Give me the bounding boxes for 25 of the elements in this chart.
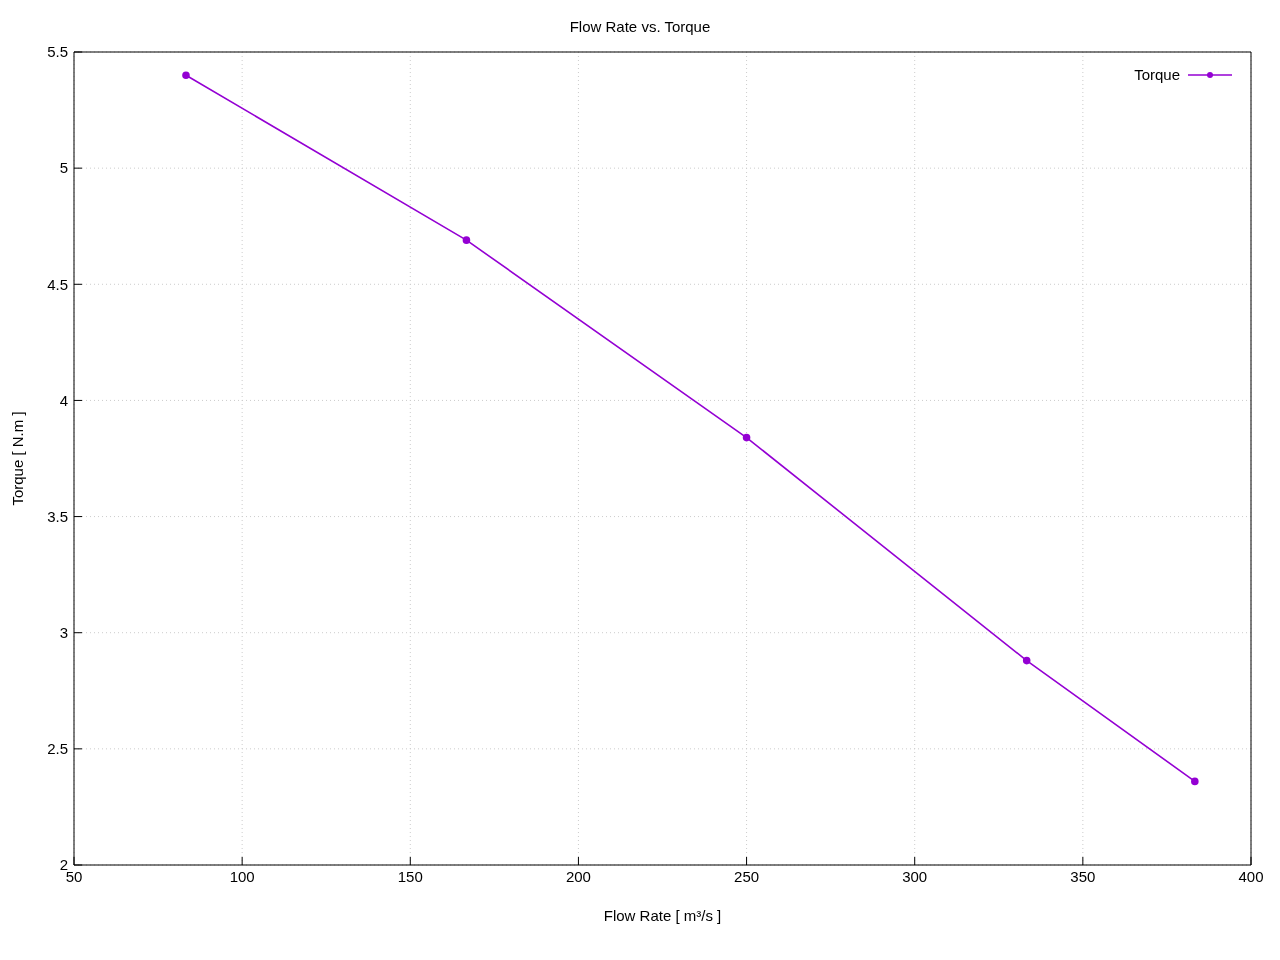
point (1191, 777, 1199, 786)
legend-label: Torque (1134, 66, 1180, 83)
x-tick-label: 250 (734, 867, 760, 885)
x-tick-label: 200 (565, 867, 591, 885)
point (462, 236, 471, 244)
y-tick-label: 5 (59, 159, 68, 177)
point (1022, 656, 1031, 665)
y-tick-label: 3.5 (47, 507, 68, 525)
y-tick-label: 3 (59, 624, 68, 642)
chart-title: Flow Rate vs. Torque (568, 18, 712, 35)
y-tick-label: 4.5 (47, 275, 68, 293)
y-tick-label: 2 (59, 856, 68, 874)
x-tick-label: 400 (1238, 867, 1264, 885)
x-tick-label: 350 (1070, 867, 1096, 885)
y-tick-label: 2.5 (47, 740, 68, 758)
y-axis-title: Torque [ N.m ] (9, 411, 27, 506)
x-tick-label: 100 (229, 867, 255, 885)
x-tick-label: 50 (65, 867, 83, 885)
x-axis-title: Flow Rate [ m³/s ] (603, 907, 722, 924)
x-tick-label: 150 (397, 867, 423, 885)
point (182, 71, 190, 80)
x-tick-label: 300 (902, 867, 928, 885)
y-tick-label: 4 (59, 391, 68, 409)
y-tick-label: 5.5 (47, 43, 68, 61)
point (742, 433, 751, 442)
